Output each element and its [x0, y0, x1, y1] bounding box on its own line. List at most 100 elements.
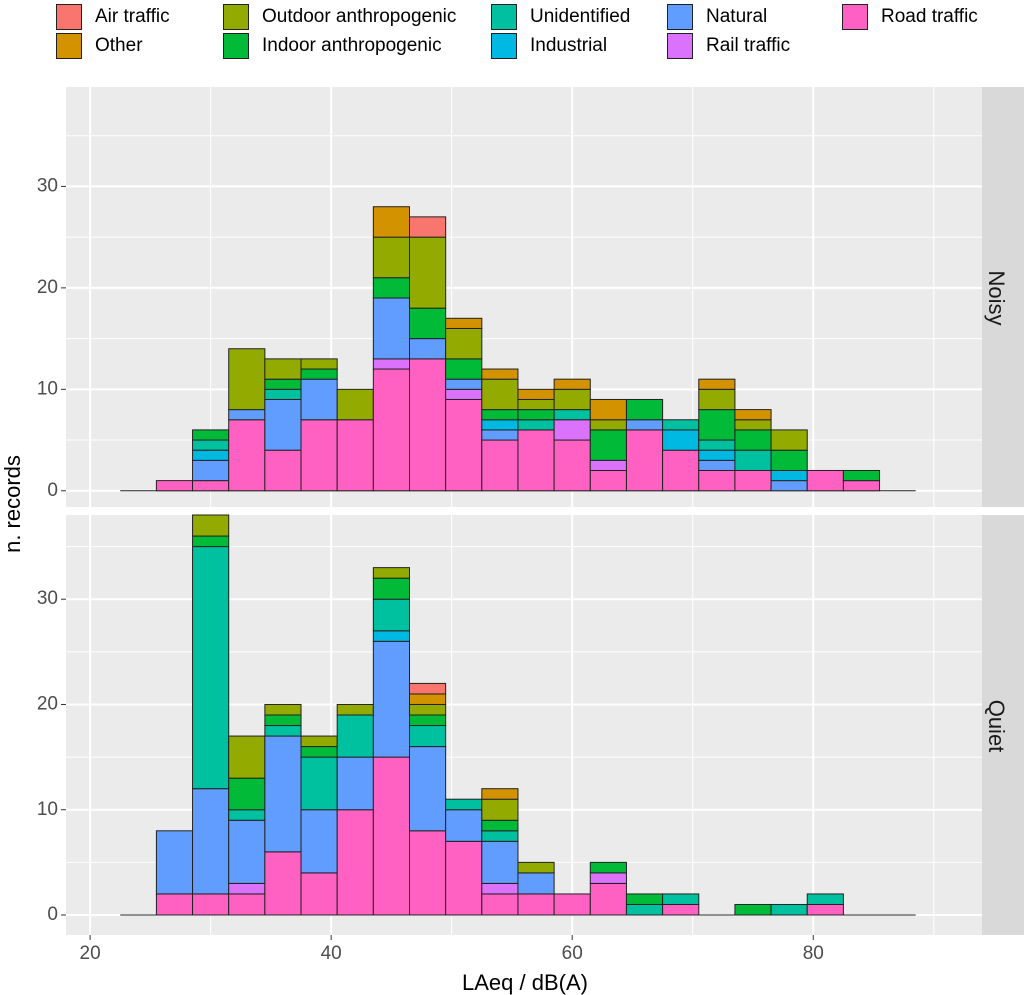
legend-key-road-traffic [842, 4, 868, 30]
bar-segment-road-traffic [553, 439, 591, 492]
y-tick-label: 0 [47, 904, 58, 925]
bar-segment-road-traffic [842, 480, 881, 492]
bar-segment-road-traffic [662, 449, 700, 492]
bar-segment-outdoor-anthropogenic [409, 703, 447, 716]
bar-segment-outdoor-anthropogenic [372, 236, 410, 279]
legend-item-other: Other [56, 32, 143, 60]
bar-segment-unidentified [734, 449, 772, 471]
bar-segment-road-traffic [481, 439, 519, 492]
bar-segment-unidentified [698, 439, 736, 451]
bar-segment-road-traffic [517, 429, 555, 492]
bar-segment-road-traffic [589, 469, 627, 492]
x-tick-label: 20 [80, 943, 101, 964]
bar-segment-road-traffic [734, 469, 772, 492]
bar-segment-indoor-anthropogenic [372, 277, 410, 299]
legend-label-rail-traffic: Rail traffic [706, 35, 791, 56]
bar-segment-outdoor-anthropogenic [517, 398, 555, 411]
bar-segment-rail-traffic [228, 882, 266, 895]
legend-label-road-traffic: Road traffic [881, 6, 978, 27]
legend-item-natural: Natural [667, 3, 767, 31]
bar-segment-natural [336, 756, 374, 811]
bar-segment-unidentified [300, 756, 338, 811]
bar-segment-outdoor-anthropogenic [481, 798, 519, 821]
bar-segment-outdoor-anthropogenic [553, 388, 591, 411]
panel-noisy: 0 10 20 30 [37, 87, 982, 507]
bar-segment-other [553, 378, 591, 390]
bar-segment-unidentified [409, 725, 447, 748]
bar-segment-road-traffic [336, 419, 374, 492]
bar-segment-indoor-anthropogenic [589, 429, 627, 461]
y-tick-label: 20 [37, 693, 58, 714]
bar-segment-road-traffic [192, 893, 230, 916]
bar-segment-other [409, 693, 447, 705]
bar-segment-road-traffic [155, 480, 194, 492]
bar-segment-rail-traffic [589, 872, 627, 884]
legend-item-indoor-anthropogenic: Indoor anthropogenic [223, 32, 442, 60]
bar-segment-unidentified [445, 798, 483, 811]
bar-segment-road-traffic [372, 368, 410, 492]
bar-segment-natural [698, 459, 736, 471]
legend-item-air-traffic: Air traffic [56, 3, 170, 31]
bar-segment-other [517, 388, 555, 400]
bar-segment-unidentified [517, 419, 555, 431]
bar-segment-road-traffic [192, 480, 230, 492]
bar-segment-natural [481, 840, 519, 884]
bar-segment-unidentified [264, 388, 302, 400]
bar-segment-indoor-anthropogenic [517, 409, 555, 421]
y-tick-label: 30 [37, 588, 58, 609]
legend-item-rail-traffic: Rail traffic [667, 32, 790, 60]
legend-key-industrial [491, 33, 517, 59]
bar-segment-other [481, 368, 519, 380]
bar-segment-indoor-anthropogenic [228, 777, 266, 811]
bar-segment-outdoor-anthropogenic [734, 419, 772, 431]
bar-segment-road-traffic [264, 851, 302, 916]
bar-segment-unidentified [625, 903, 664, 916]
bar-segment-road-traffic [372, 756, 410, 916]
bar-segment-outdoor-anthropogenic [300, 735, 338, 748]
bar-segment-road-traffic [336, 809, 374, 916]
bar-segment-natural [625, 419, 664, 431]
y-tick-label: 0 [47, 480, 58, 501]
bar-segment-outdoor-anthropogenic [698, 388, 736, 411]
bar-segment-unidentified [264, 725, 302, 737]
bar-segment-road-traffic [445, 840, 483, 916]
bar-segment-natural [409, 338, 447, 360]
bar-segment-unidentified [481, 830, 519, 842]
strip-label-quiet: Quiet [984, 700, 1009, 753]
bar-segment-road-traffic [553, 893, 591, 916]
bar-segment-industrial [481, 419, 519, 431]
bar-segment-outdoor-anthropogenic [481, 378, 519, 411]
legend-item-road-traffic: Road traffic [842, 3, 978, 31]
bar-segment-indoor-anthropogenic [192, 535, 230, 548]
bar-segment-natural [264, 398, 302, 451]
bar-segment-outdoor-anthropogenic [228, 735, 266, 779]
bar-segment-other [698, 378, 736, 390]
bar-segment-natural [445, 378, 483, 390]
bar-segment-natural [192, 788, 230, 895]
bar-segment-rail-traffic [372, 358, 410, 370]
bar-segment-indoor-anthropogenic [625, 398, 664, 421]
bar-segment-road-traffic [409, 358, 447, 492]
legend-label-industrial: Industrial [530, 35, 608, 56]
bar-segment-outdoor-anthropogenic [264, 703, 302, 716]
x-tick-label: 60 [562, 943, 583, 964]
bar-segment-road-traffic [445, 398, 483, 492]
legend-item-unidentified: Unidentified [491, 3, 630, 31]
bar-segment-road-traffic [517, 893, 555, 916]
bar-segment-unidentified [662, 419, 700, 431]
bar-segment-road-traffic [481, 893, 519, 916]
x-tick-label: 40 [321, 943, 342, 964]
legend-key-other [56, 33, 82, 59]
bar-segment-other [589, 398, 627, 421]
bar-segment-rail-traffic [589, 459, 627, 471]
bar-segment-indoor-anthropogenic [192, 429, 230, 441]
bar-segment-unidentified [336, 714, 374, 758]
y-tick-label: 10 [37, 799, 58, 820]
legend-key-outdoor-anthropogenic [223, 4, 249, 30]
bar-segment-natural [300, 809, 338, 874]
bar-segment-indoor-anthropogenic [409, 307, 447, 340]
bar-segment-outdoor-anthropogenic [336, 388, 374, 421]
bar-segment-unidentified [770, 903, 808, 916]
bar-segment-road-traffic [300, 419, 338, 492]
